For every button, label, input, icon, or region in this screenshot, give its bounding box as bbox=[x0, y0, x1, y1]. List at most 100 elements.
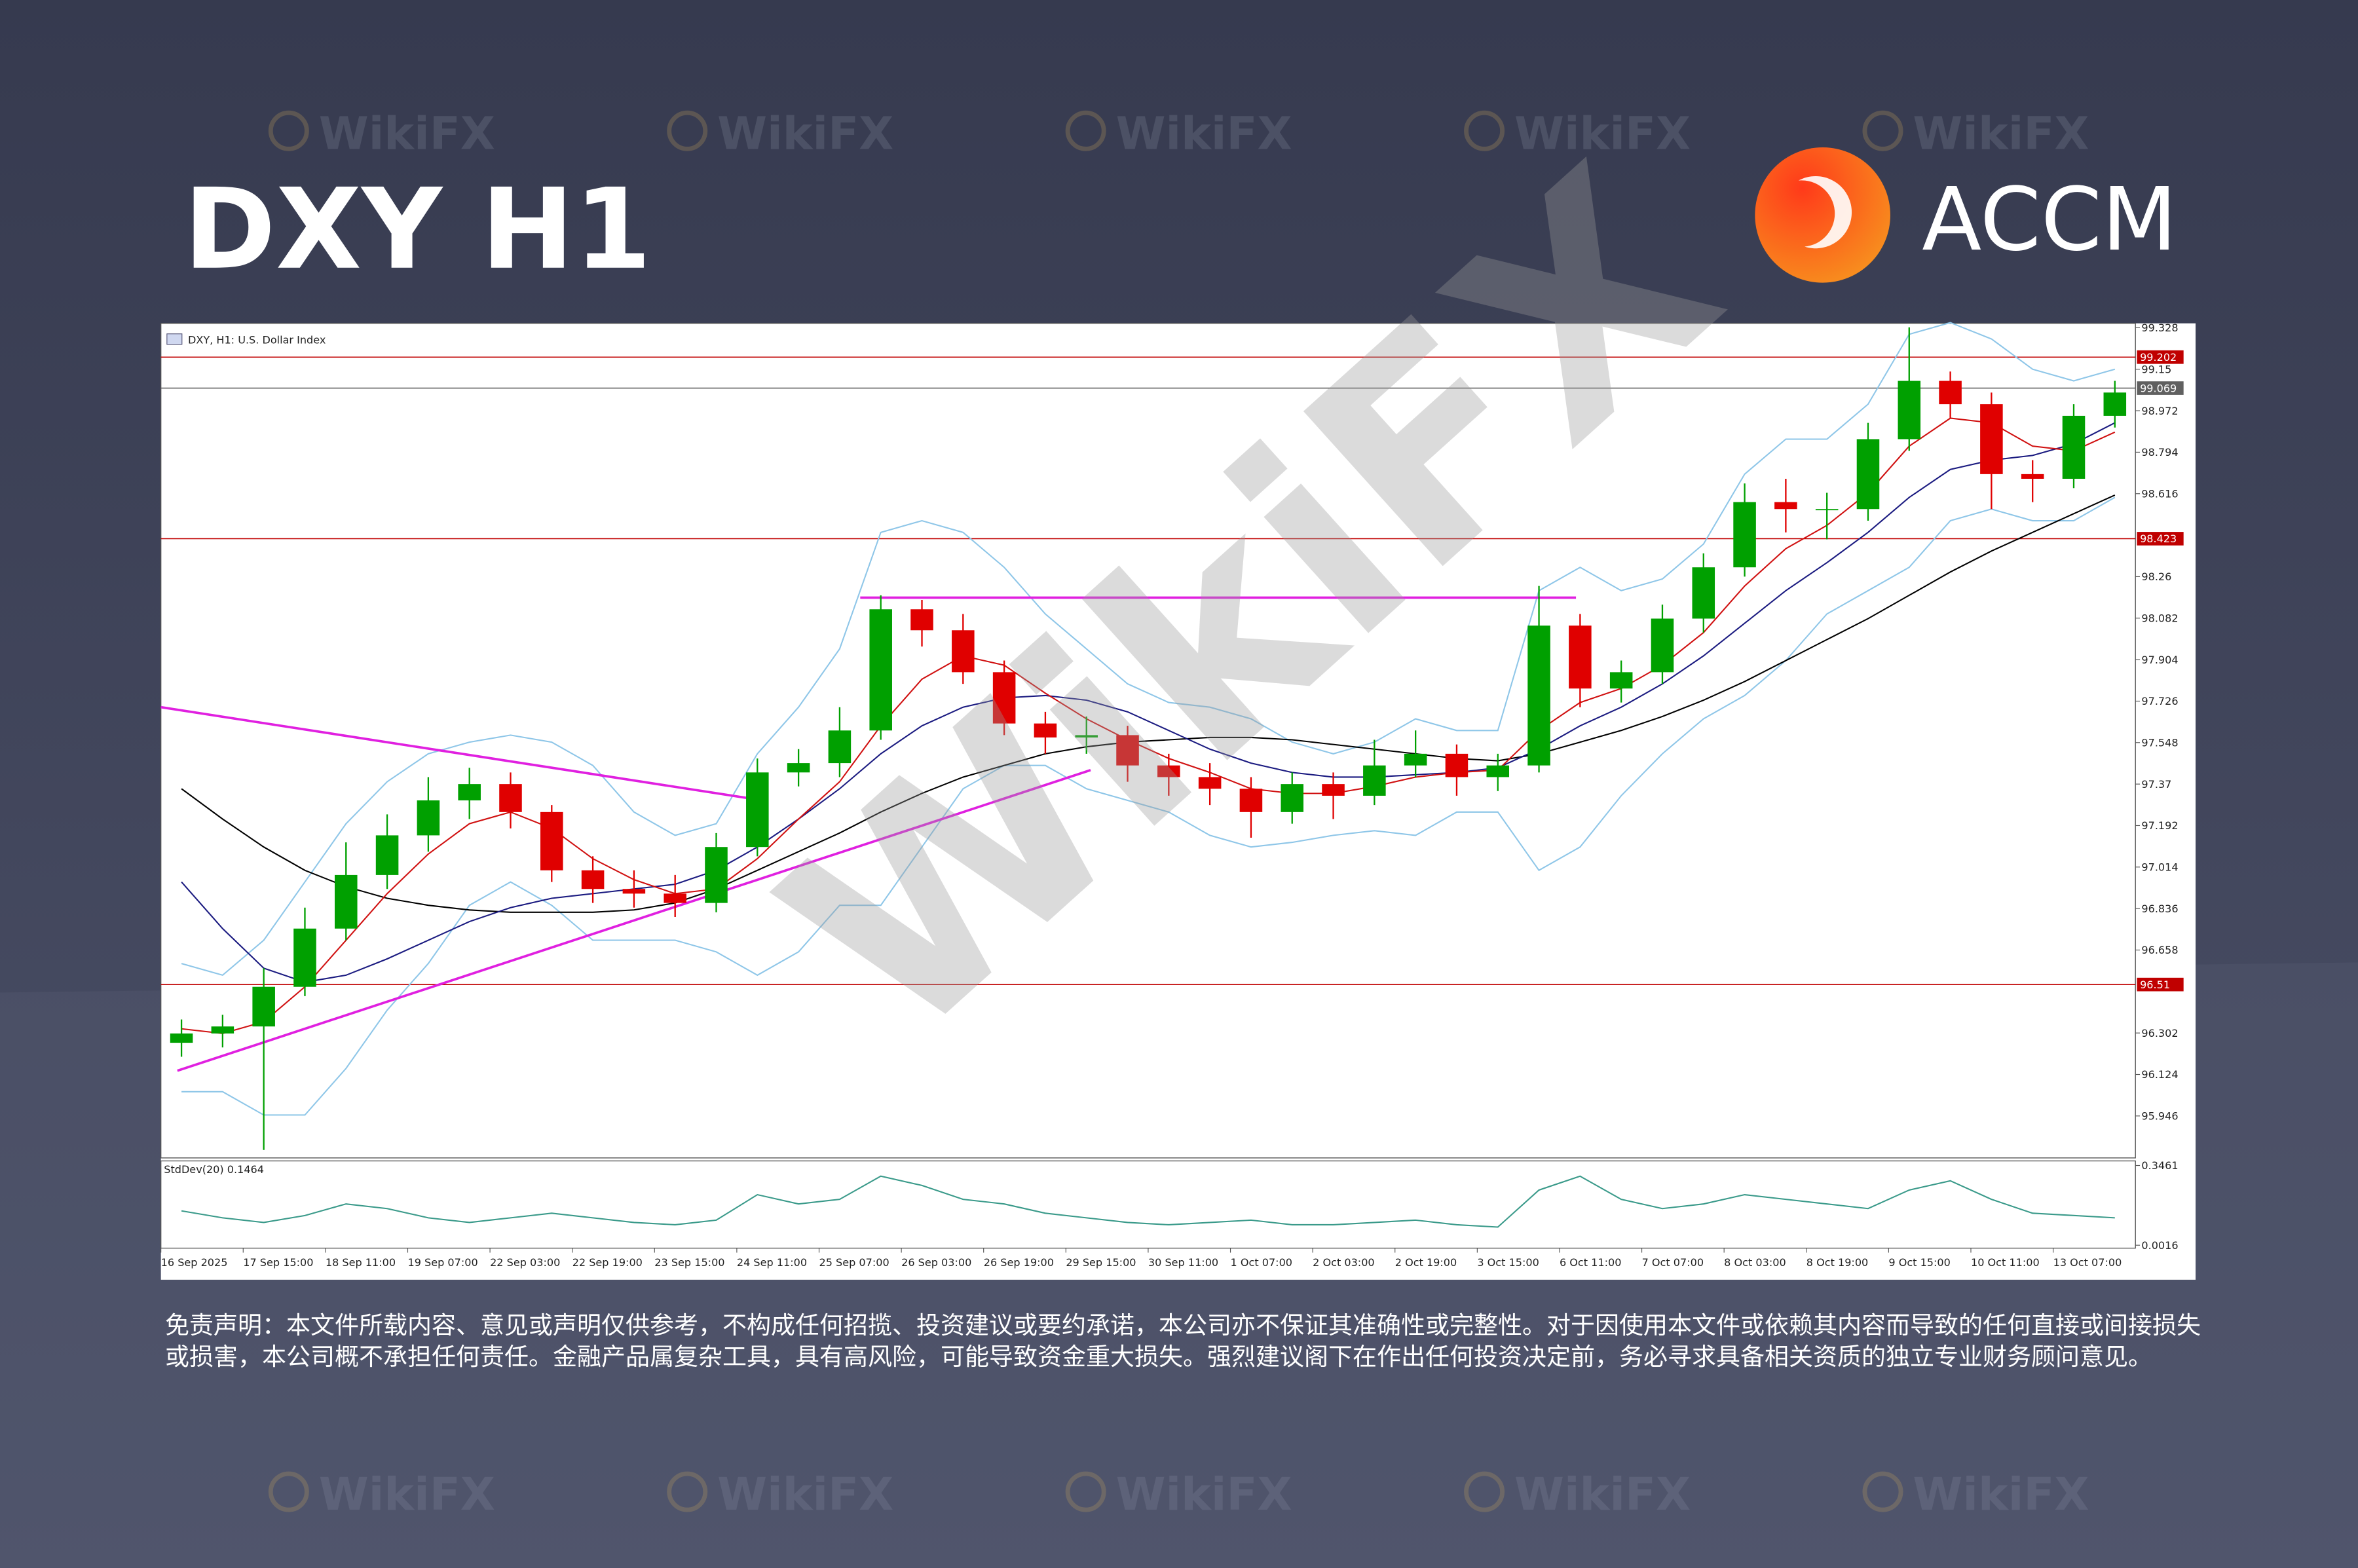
x-tick-label: 24 Sep 11:00 bbox=[737, 1256, 807, 1269]
y-tick-label: 99.328 bbox=[2141, 322, 2178, 334]
level-label: 99.202 bbox=[2140, 351, 2177, 364]
indicator-line bbox=[181, 422, 2116, 983]
candle-body bbox=[1075, 735, 1098, 737]
y-tick-label: 97.014 bbox=[2141, 861, 2178, 874]
x-tick-label: 25 Sep 07:00 bbox=[819, 1256, 889, 1269]
level-label-box bbox=[2137, 381, 2184, 395]
trendline bbox=[160, 705, 748, 800]
level-label: 98.423 bbox=[2140, 532, 2177, 545]
candle-body bbox=[2062, 415, 2086, 479]
indicator-tick-label: 0.0016 bbox=[2141, 1239, 2178, 1252]
x-tick-label: 13 Oct 07:00 bbox=[2053, 1256, 2122, 1269]
indicator-line bbox=[181, 417, 2116, 1034]
x-tick-label: 7 Oct 07:00 bbox=[1642, 1256, 1704, 1269]
watermark-icon bbox=[1862, 110, 1903, 151]
watermark-icon bbox=[667, 110, 708, 151]
watermark: WikiFX bbox=[1116, 1468, 1292, 1521]
y-tick-label: 98.972 bbox=[2141, 405, 2178, 417]
level-label-box bbox=[2137, 350, 2184, 364]
candle-body bbox=[1815, 509, 1839, 511]
y-tick-label: 97.726 bbox=[2141, 695, 2178, 707]
x-tick-label: 22 Sep 03:00 bbox=[490, 1256, 560, 1269]
watermark: WikiFX bbox=[717, 107, 893, 160]
x-tick-label: 26 Sep 19:00 bbox=[984, 1256, 1054, 1269]
x-tick-label: 26 Sep 03:00 bbox=[901, 1256, 971, 1269]
trendline bbox=[177, 769, 1091, 1072]
candle-body bbox=[622, 889, 646, 894]
candle-body bbox=[335, 874, 358, 929]
candle-body bbox=[1774, 502, 1797, 510]
x-tick-label: 10 Oct 11:00 bbox=[1971, 1256, 2040, 1269]
candle-body bbox=[1116, 735, 1139, 766]
watermark: WikiFX bbox=[1514, 107, 1691, 160]
y-tick-label: 99.15 bbox=[2141, 363, 2171, 375]
candle-body bbox=[828, 730, 852, 764]
candle-body bbox=[1322, 784, 1345, 796]
x-tick-label: 29 Sep 15:00 bbox=[1066, 1256, 1136, 1269]
watermark: WikiFX bbox=[1514, 1468, 1691, 1521]
watermark: WikiFX bbox=[1116, 107, 1292, 160]
candle-body bbox=[1609, 672, 1633, 689]
y-tick-label: 97.37 bbox=[2141, 778, 2171, 791]
x-tick-label: 9 Oct 15:00 bbox=[1888, 1256, 1951, 1269]
candle-body bbox=[1445, 753, 1469, 777]
candle-body bbox=[1980, 404, 2003, 474]
y-tick-label: 97.548 bbox=[2141, 737, 2178, 749]
y-tick-label: 98.26 bbox=[2141, 570, 2171, 583]
indicator-line bbox=[181, 322, 2116, 977]
candle-body bbox=[1239, 789, 1263, 812]
candle-body bbox=[540, 812, 563, 870]
y-tick-label: 96.302 bbox=[2141, 1027, 2178, 1039]
watermark-icon bbox=[268, 110, 309, 151]
candle-body bbox=[1651, 618, 1674, 673]
indicator-title: StdDev(20) 0.1464 bbox=[164, 1163, 264, 1176]
y-tick-label: 96.658 bbox=[2141, 944, 2178, 956]
chart-icon bbox=[166, 333, 183, 345]
level-label: 99.069 bbox=[2140, 382, 2177, 394]
x-tick-label: 30 Sep 11:00 bbox=[1148, 1256, 1218, 1269]
x-tick-label: 8 Oct 03:00 bbox=[1724, 1256, 1786, 1269]
x-tick-label: 17 Sep 15:00 bbox=[243, 1256, 313, 1269]
logo-swirl bbox=[1798, 176, 1852, 249]
watermark-icon bbox=[1065, 1471, 1106, 1512]
candle-body bbox=[1363, 765, 1386, 796]
chart-title: DXY, H1: U.S. Dollar Index bbox=[188, 334, 326, 346]
candle-body bbox=[1856, 439, 1880, 510]
candle-body bbox=[705, 847, 728, 903]
candle-body bbox=[1569, 625, 1592, 689]
y-tick-label: 98.794 bbox=[2141, 446, 2178, 458]
candle-body bbox=[746, 772, 769, 848]
candle-body bbox=[1404, 753, 1427, 766]
y-tick-label: 97.904 bbox=[2141, 654, 2178, 666]
watermark: WikiFX bbox=[319, 107, 495, 160]
brand-name: ACCM bbox=[1922, 169, 2177, 271]
candle-body bbox=[458, 784, 481, 801]
candle-body bbox=[1486, 765, 1510, 777]
candle-body bbox=[211, 1026, 234, 1034]
indicator-tick-label: 0.3461 bbox=[2141, 1159, 2178, 1172]
candle-body bbox=[952, 630, 975, 673]
logo-mark bbox=[1755, 147, 1890, 283]
x-tick-label: 19 Sep 07:00 bbox=[407, 1256, 477, 1269]
x-tick-label: 6 Oct 11:00 bbox=[1560, 1256, 1622, 1269]
y-tick-label: 98.616 bbox=[2141, 487, 2178, 500]
candle-body bbox=[1034, 723, 1057, 737]
level-label-box bbox=[2137, 532, 2184, 546]
indicator-line bbox=[181, 494, 2116, 913]
candle-body bbox=[1157, 765, 1180, 777]
candle-body bbox=[1692, 567, 1715, 619]
candle-body bbox=[170, 1033, 193, 1043]
level-label-box bbox=[2137, 977, 2184, 992]
x-tick-label: 3 Oct 15:00 bbox=[1477, 1256, 1539, 1269]
y-tick-label: 97.192 bbox=[2141, 819, 2178, 832]
y-tick-label: 98.082 bbox=[2141, 612, 2178, 625]
candle-body bbox=[1527, 625, 1550, 766]
candle-body bbox=[910, 609, 933, 631]
x-tick-label: 1 Oct 07:00 bbox=[1231, 1256, 1292, 1269]
x-tick-label: 16 Sep 2025 bbox=[161, 1256, 228, 1269]
x-tick-label: 23 Sep 15:00 bbox=[654, 1256, 724, 1269]
stddev-line bbox=[181, 1175, 2115, 1228]
watermark-icon bbox=[1464, 1471, 1505, 1512]
